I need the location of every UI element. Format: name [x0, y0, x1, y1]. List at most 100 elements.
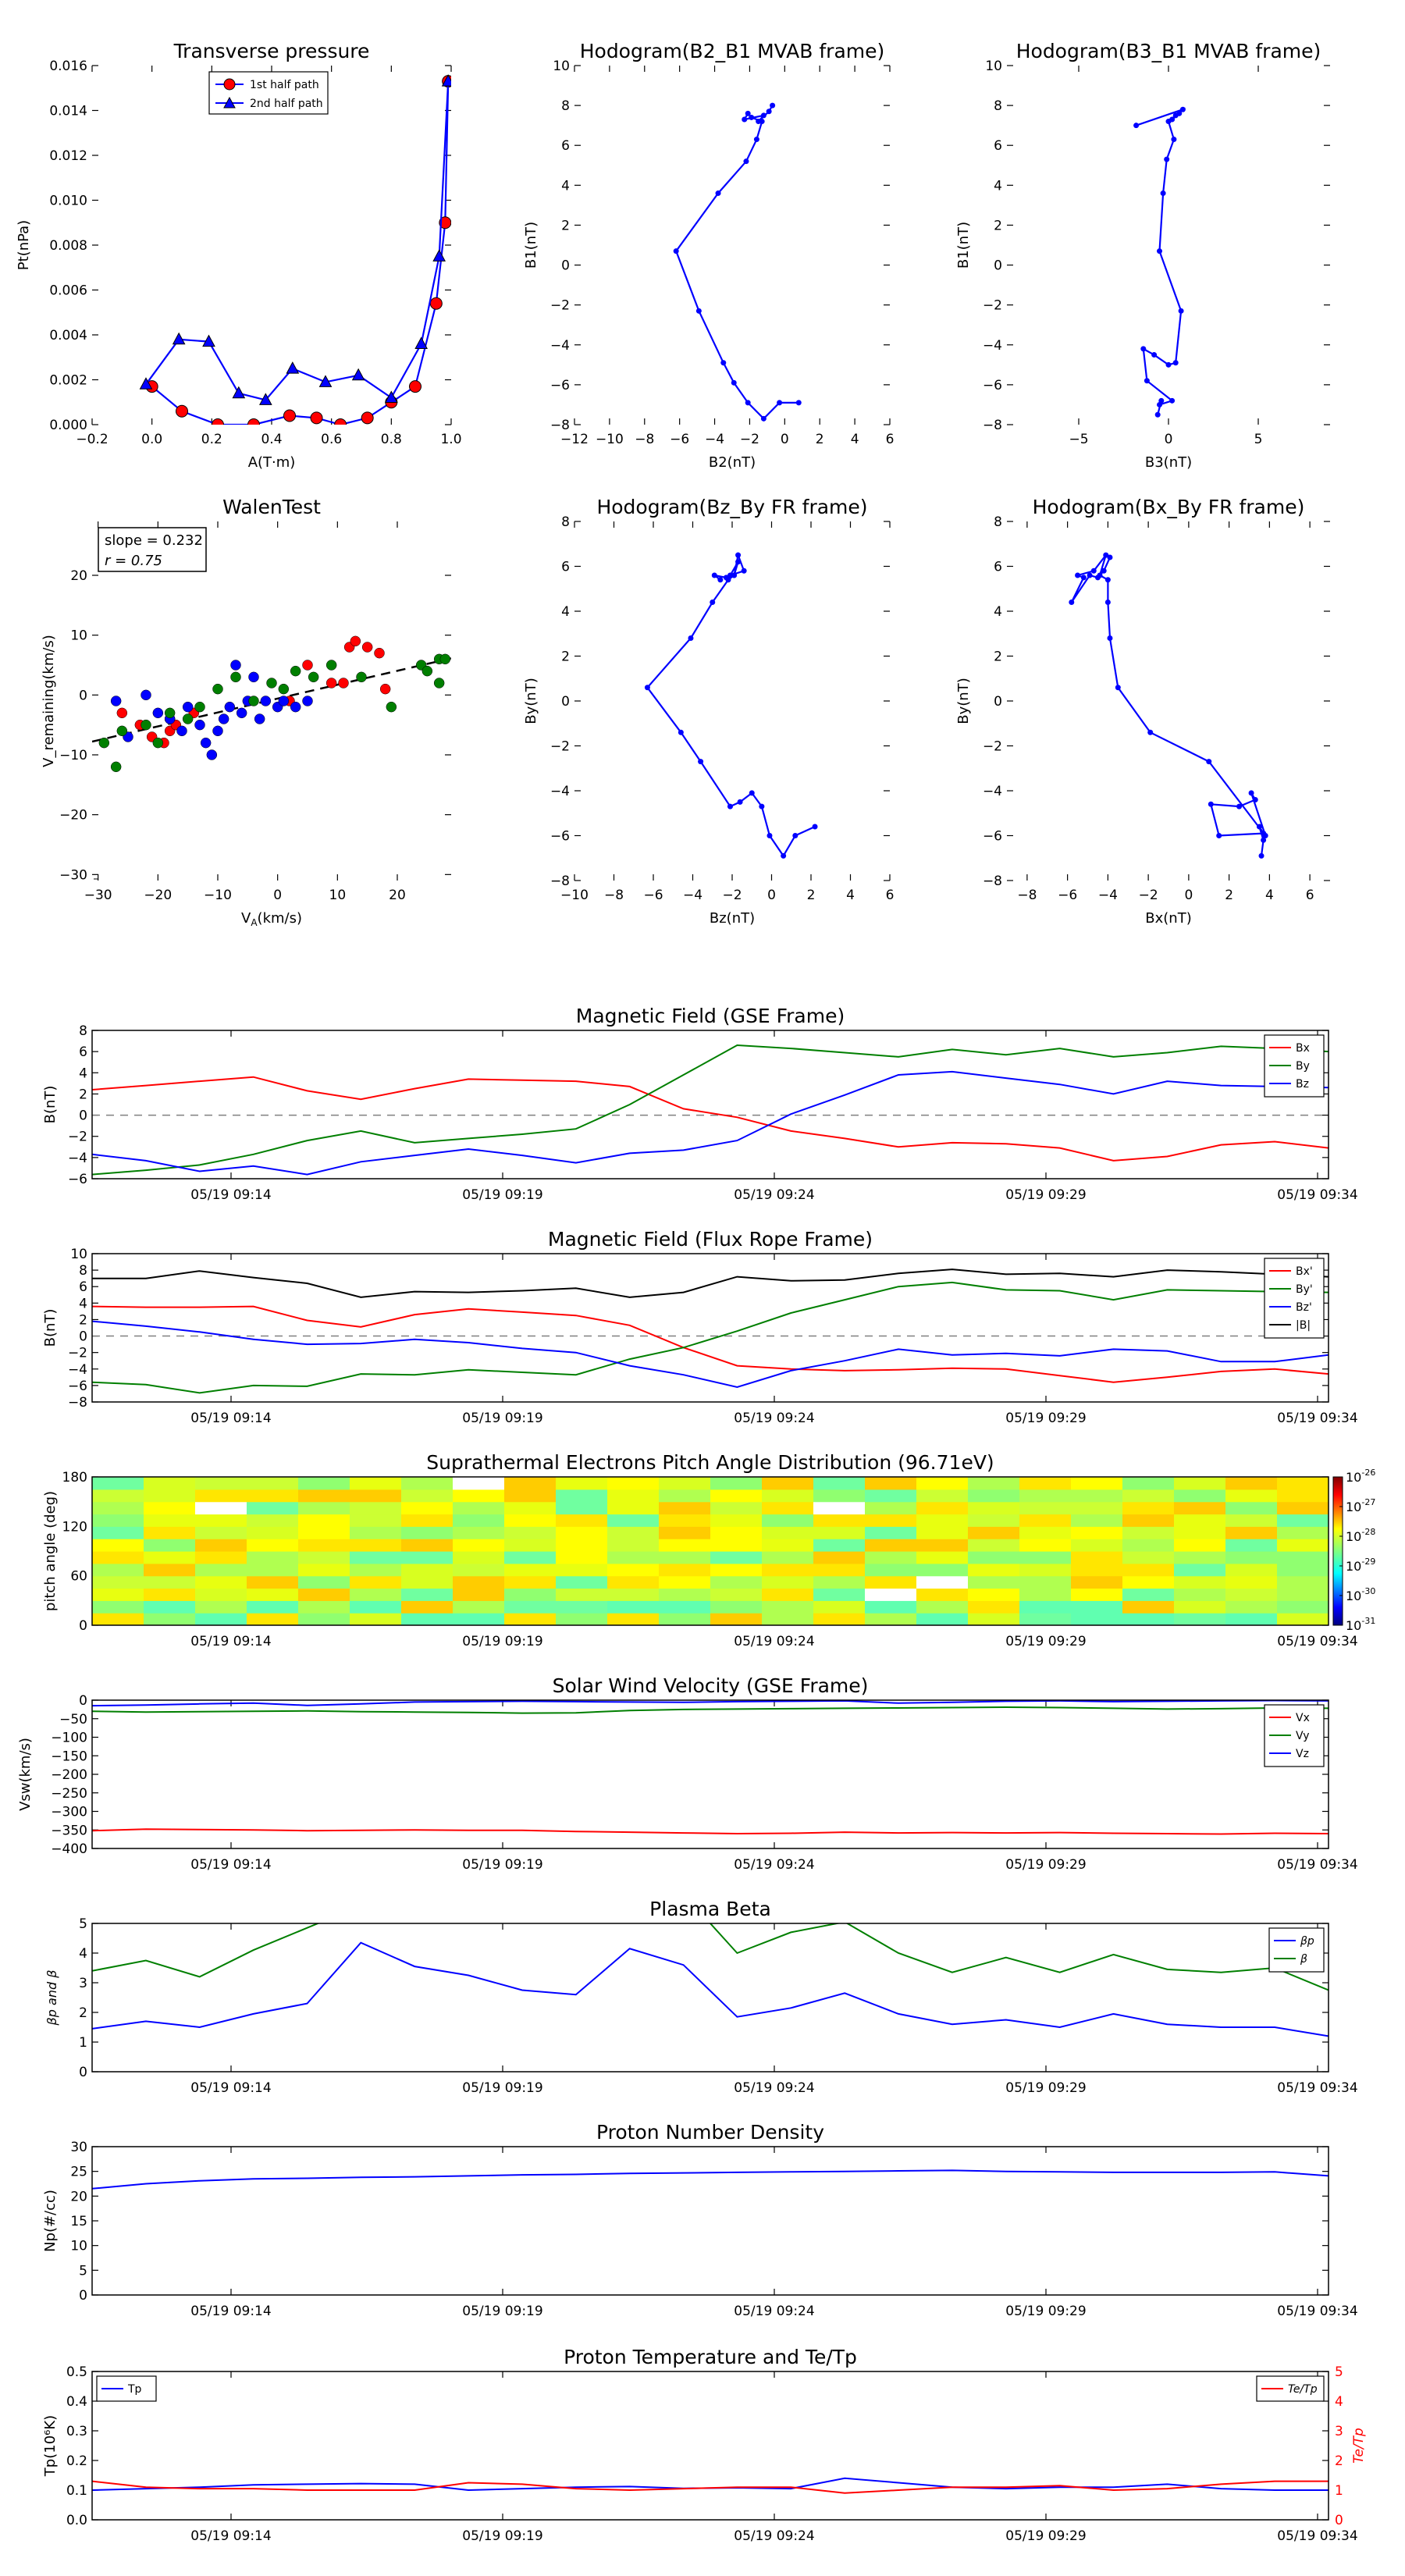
plot-area	[92, 1923, 1329, 2037]
x-tick-label: 05/19 09:29	[1005, 1187, 1086, 1203]
heatmap-cell	[1122, 1489, 1175, 1503]
plot-area	[92, 2477, 1329, 2494]
heatmap-cell	[401, 1551, 454, 1564]
heatmap-cell	[865, 1588, 917, 1601]
panel-pad: Suprathermal Electrons Pitch Angle Distr…	[42, 1451, 1375, 1649]
heatmap-cell	[968, 1539, 1020, 1552]
heatmap-cell	[453, 1600, 505, 1614]
data-point-green	[356, 671, 367, 683]
heatmap-cell	[92, 1551, 144, 1564]
heatmap-cell	[92, 1588, 144, 1601]
heatmap-cell	[813, 1501, 866, 1515]
heatmap-cell	[607, 1600, 660, 1614]
x-tick-label: 0	[781, 432, 789, 447]
heatmap-cell	[92, 1526, 144, 1539]
y-tick-label: 4	[79, 1296, 87, 1311]
series-line-By'	[92, 1281, 1329, 1394]
y-tick-label: 0.012	[49, 148, 87, 164]
heatmap-cell	[1174, 1514, 1226, 1527]
x-tick-label: 0.4	[261, 432, 282, 447]
heatmap-cell	[1277, 1563, 1329, 1577]
marker-dot	[1169, 397, 1176, 404]
data-point-green	[422, 665, 433, 677]
heatmap-cell	[762, 1551, 814, 1564]
marker-dot	[1103, 552, 1109, 558]
panel-hodo_b2b1: Hodogram(B2_B1 MVAB frame) −12 −10 −8 −6 −4 −2…	[523, 40, 894, 471]
heatmap-cell	[813, 1526, 866, 1539]
annotation-r: r = 0.75	[105, 553, 162, 569]
y-tick-label: −50	[59, 1712, 87, 1727]
heatmap-cell	[195, 1514, 247, 1527]
marker-circle	[212, 418, 224, 425]
marker-dot	[753, 137, 759, 143]
heatmap-cell	[504, 1563, 557, 1577]
heatmap-cell	[1071, 1489, 1123, 1503]
x-tick-label: 05/19 09:29	[1005, 2304, 1086, 2319]
heatmap-cell	[1019, 1613, 1072, 1625]
series-line-Bx'	[92, 1305, 1329, 1383]
colorbar-base: 10	[1346, 1559, 1361, 1574]
x-tick-label: 05/19 09:34	[1277, 1634, 1357, 1649]
heatmap-cell	[1225, 1489, 1278, 1503]
heatmap-cell	[247, 1613, 299, 1625]
colorbar-tick-label: 10-27	[1346, 1497, 1375, 1514]
heatmap-cell	[865, 1501, 917, 1515]
marker-triangle	[414, 336, 429, 349]
chart-title: WalenTest	[222, 496, 321, 518]
marker-dot	[1165, 361, 1172, 368]
legend-label: By	[1296, 1060, 1310, 1073]
heatmap-cell	[762, 1501, 814, 1515]
heatmap-cell	[556, 1489, 608, 1503]
plot-area	[1133, 106, 1186, 418]
marker-circle	[334, 418, 347, 425]
plot-area	[92, 2169, 1329, 2190]
data-point-green	[325, 660, 337, 671]
heatmap-cell	[1019, 1551, 1072, 1564]
x-tick-label: 20	[389, 888, 406, 903]
heatmap-cell	[1225, 1551, 1278, 1564]
y-tick-label: −350	[51, 1823, 87, 1838]
legend-label: |B|	[1296, 1319, 1311, 1332]
heatmap-cell	[762, 1600, 814, 1614]
heatmap-cell	[1122, 1526, 1175, 1539]
heatmap-cell	[1019, 1539, 1072, 1552]
heatmap-cell	[659, 1514, 711, 1527]
y-axis-label: βp and β	[44, 1970, 59, 2026]
heatmap-cell	[710, 1477, 763, 1490]
marker-triangle	[139, 377, 153, 390]
marker-dot	[1261, 837, 1267, 843]
data-point-blue	[206, 749, 218, 760]
data-point-green	[290, 665, 301, 677]
marker-dot	[715, 190, 721, 197]
y-tick-label: 0.1	[66, 2483, 87, 2499]
heatmap-cell	[556, 1575, 608, 1589]
marker-dot	[737, 799, 743, 805]
heatmap-cell	[1174, 1575, 1226, 1589]
heatmap-cell	[350, 1613, 402, 1625]
marker-dot	[1248, 790, 1254, 796]
y-tick-label: 0.002	[49, 373, 87, 389]
label-part: A	[251, 917, 258, 928]
heatmap-cell	[916, 1613, 969, 1625]
heatmap-cell	[92, 1514, 144, 1527]
marker-dot	[1075, 572, 1081, 578]
y-tick-label: 8	[994, 98, 1002, 114]
heatmap-cell	[504, 1551, 557, 1564]
plot-area	[92, 1044, 1329, 1176]
heatmap-cell	[607, 1526, 660, 1539]
marker-dot	[1236, 803, 1243, 809]
heatmap-cell	[1019, 1501, 1072, 1515]
marker-dot	[1178, 308, 1184, 314]
marker-dot	[1216, 833, 1222, 838]
heatmap-cell	[92, 1575, 144, 1589]
heatmap-cell	[504, 1600, 557, 1614]
heatmap-cell	[195, 1575, 247, 1589]
heatmap-cell	[968, 1551, 1020, 1564]
colorbar-exponent: -29	[1361, 1557, 1375, 1567]
panel-hodo_b3b1: Hodogram(B3_B1 MVAB frame) −5 0 5 −8 −6 −4 −2 0 2…	[955, 40, 1330, 471]
heatmap-cell	[144, 1613, 196, 1625]
data-point-green	[386, 701, 397, 713]
heatmap-cell	[298, 1526, 350, 1539]
heatmap-cell	[710, 1613, 763, 1625]
marker-dot	[1258, 852, 1264, 859]
